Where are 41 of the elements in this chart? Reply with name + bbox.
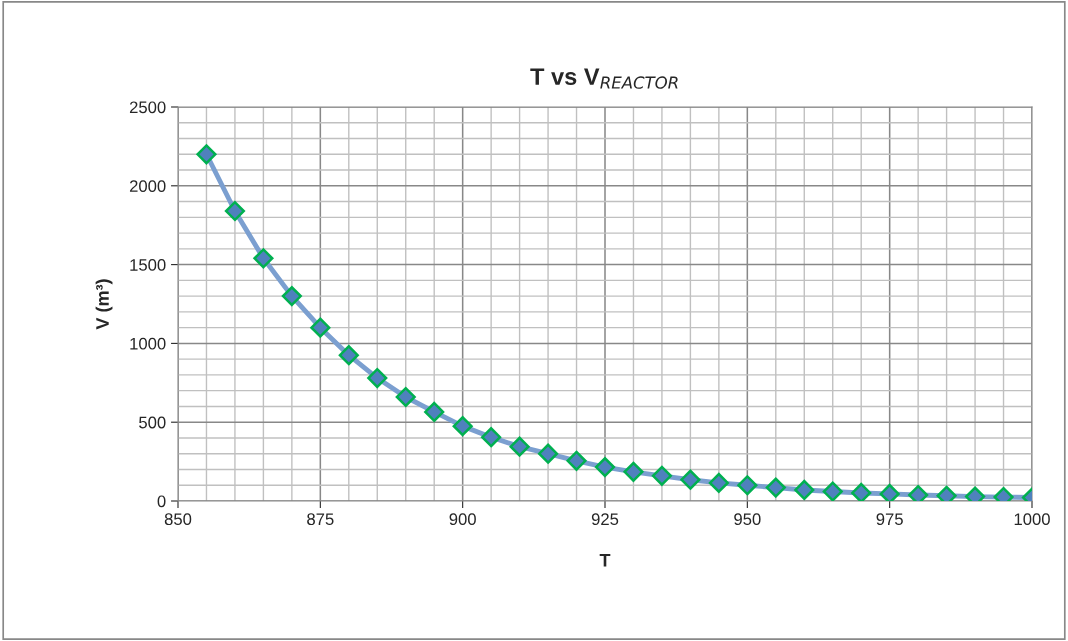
point <box>651 465 673 486</box>
point <box>794 479 815 501</box>
point <box>680 469 701 490</box>
y-tick-label: 1500 <box>130 259 166 271</box>
x-tick-label: 975 <box>876 513 903 526</box>
point <box>253 248 274 269</box>
point <box>623 461 644 482</box>
y-tick-label: 0 <box>157 495 166 508</box>
point <box>765 477 786 498</box>
x-tick-label: 925 <box>591 513 619 526</box>
point <box>281 286 302 307</box>
y-tick-label: 1000 <box>130 337 166 350</box>
point <box>851 482 872 501</box>
point <box>196 144 217 165</box>
point <box>737 475 758 496</box>
point <box>822 481 843 501</box>
y-tick-label: 500 <box>139 416 166 429</box>
y-axis-title: V (m³) <box>95 279 113 330</box>
point <box>395 386 416 408</box>
y-tick-label: 2500 <box>129 101 166 114</box>
point <box>879 483 900 501</box>
point <box>566 450 587 471</box>
y-tick-label: 2000 <box>129 180 166 192</box>
x-axis-title: T <box>599 554 611 567</box>
point <box>224 200 246 222</box>
point <box>481 427 502 448</box>
point <box>452 416 473 437</box>
x-tick-label: 875 <box>307 513 334 526</box>
point <box>594 457 616 478</box>
x-tick-label: 950 <box>734 513 761 526</box>
point <box>338 345 359 366</box>
x-tick-label: 850 <box>164 513 192 526</box>
x-tick-label: 900 <box>449 513 476 526</box>
point <box>537 443 559 464</box>
chart-title: T vs V$_{REACTOR}$ <box>530 68 678 89</box>
point <box>310 317 331 338</box>
point <box>708 472 729 493</box>
point <box>424 401 445 423</box>
x-tick-label: 1000 <box>1014 513 1050 526</box>
point <box>509 436 530 457</box>
point <box>367 367 388 389</box>
